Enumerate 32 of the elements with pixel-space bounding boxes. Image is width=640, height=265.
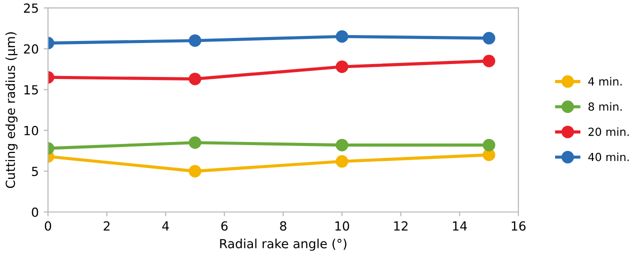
point: [188, 72, 202, 86]
point: [482, 54, 496, 68]
legend-label: 4 min.: [588, 77, 622, 86]
legend-label: 40 min.: [588, 152, 629, 162]
legend-label: 20 min.: [588, 127, 629, 136]
point: [482, 32, 496, 44]
y-tick-label: 0: [32, 207, 38, 217]
x-tick-label: 8: [280, 221, 286, 231]
y-tick-label: 15: [24, 85, 38, 94]
point: [188, 164, 202, 178]
point: [188, 136, 202, 149]
point: [336, 60, 348, 73]
point: [482, 138, 496, 152]
x-tick-label: 14: [453, 221, 467, 231]
y-tick-label: 10: [24, 126, 38, 136]
point: [188, 34, 202, 47]
x-tick-label: 4: [162, 221, 169, 231]
y-axis-title: Cutting edge radius (µm): [5, 32, 18, 188]
y-tick-label: 20: [24, 44, 38, 54]
legend-label: 8 min.: [588, 102, 622, 111]
x-tick-label: 10: [335, 221, 350, 231]
point: [336, 30, 348, 43]
y-tick-label: 25: [24, 3, 38, 13]
y-tick-label: 5: [32, 166, 38, 176]
point: [336, 155, 348, 168]
x-tick-label: 6: [221, 221, 228, 231]
x-tick-label: 2: [104, 221, 110, 231]
x-tick-label: 12: [394, 221, 408, 231]
point: [336, 138, 348, 152]
x-tick-label: 0: [44, 221, 52, 231]
x-tick-label: 16: [512, 221, 526, 231]
x-axis-title: Radial rake angle (°): [220, 238, 346, 251]
